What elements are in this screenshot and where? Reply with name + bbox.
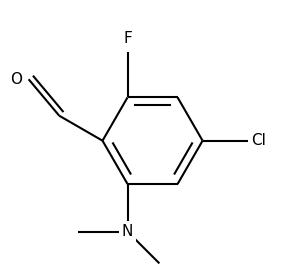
Text: N: N — [122, 224, 133, 239]
Text: F: F — [123, 31, 132, 46]
Text: O: O — [10, 72, 22, 87]
Text: Cl: Cl — [251, 133, 266, 148]
